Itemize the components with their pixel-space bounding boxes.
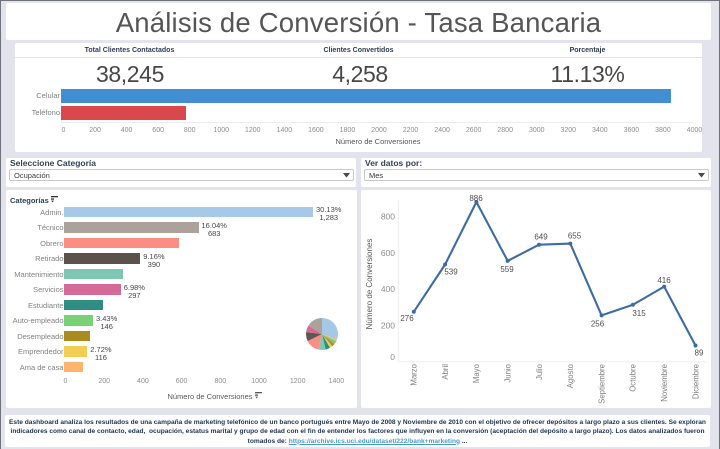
svg-text:Octubre: Octubre: [629, 364, 638, 392]
svg-text:416: 416: [657, 276, 671, 285]
svg-text:315: 315: [632, 309, 646, 318]
svg-text:Agosto: Agosto: [566, 363, 575, 388]
svg-text:Marzo: Marzo: [410, 363, 419, 385]
svg-text:559: 559: [500, 265, 514, 274]
svg-text:256: 256: [591, 319, 605, 328]
svg-text:600: 600: [381, 248, 395, 258]
svg-text:649: 649: [534, 233, 548, 242]
svg-text:Septiembre: Septiembre: [597, 364, 606, 404]
svg-text:Número de Conversiones: Número de Conversiones: [365, 239, 374, 330]
svg-text:Diciembre: Diciembre: [691, 364, 700, 399]
svg-text:89: 89: [695, 349, 704, 358]
svg-text:886: 886: [469, 194, 483, 203]
svg-text:400: 400: [381, 284, 395, 294]
svg-text:0: 0: [390, 352, 395, 362]
svg-text:Junio: Junio: [504, 363, 513, 382]
svg-text:Mayo: Mayo: [472, 363, 481, 383]
svg-text:655: 655: [568, 232, 582, 241]
svg-text:276: 276: [400, 314, 414, 323]
svg-text:800: 800: [381, 212, 395, 222]
svg-text:200: 200: [381, 321, 395, 331]
svg-text:Noviembre: Noviembre: [660, 364, 669, 402]
svg-text:539: 539: [444, 267, 458, 276]
svg-text:Julio: Julio: [535, 363, 544, 380]
svg-text:Abril: Abril: [441, 364, 450, 380]
